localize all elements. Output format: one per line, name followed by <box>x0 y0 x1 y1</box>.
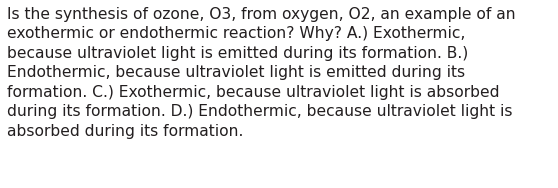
Text: Is the synthesis of ozone, O3, from oxygen, O2, an example of an
exothermic or e: Is the synthesis of ozone, O3, from oxyg… <box>7 7 516 139</box>
